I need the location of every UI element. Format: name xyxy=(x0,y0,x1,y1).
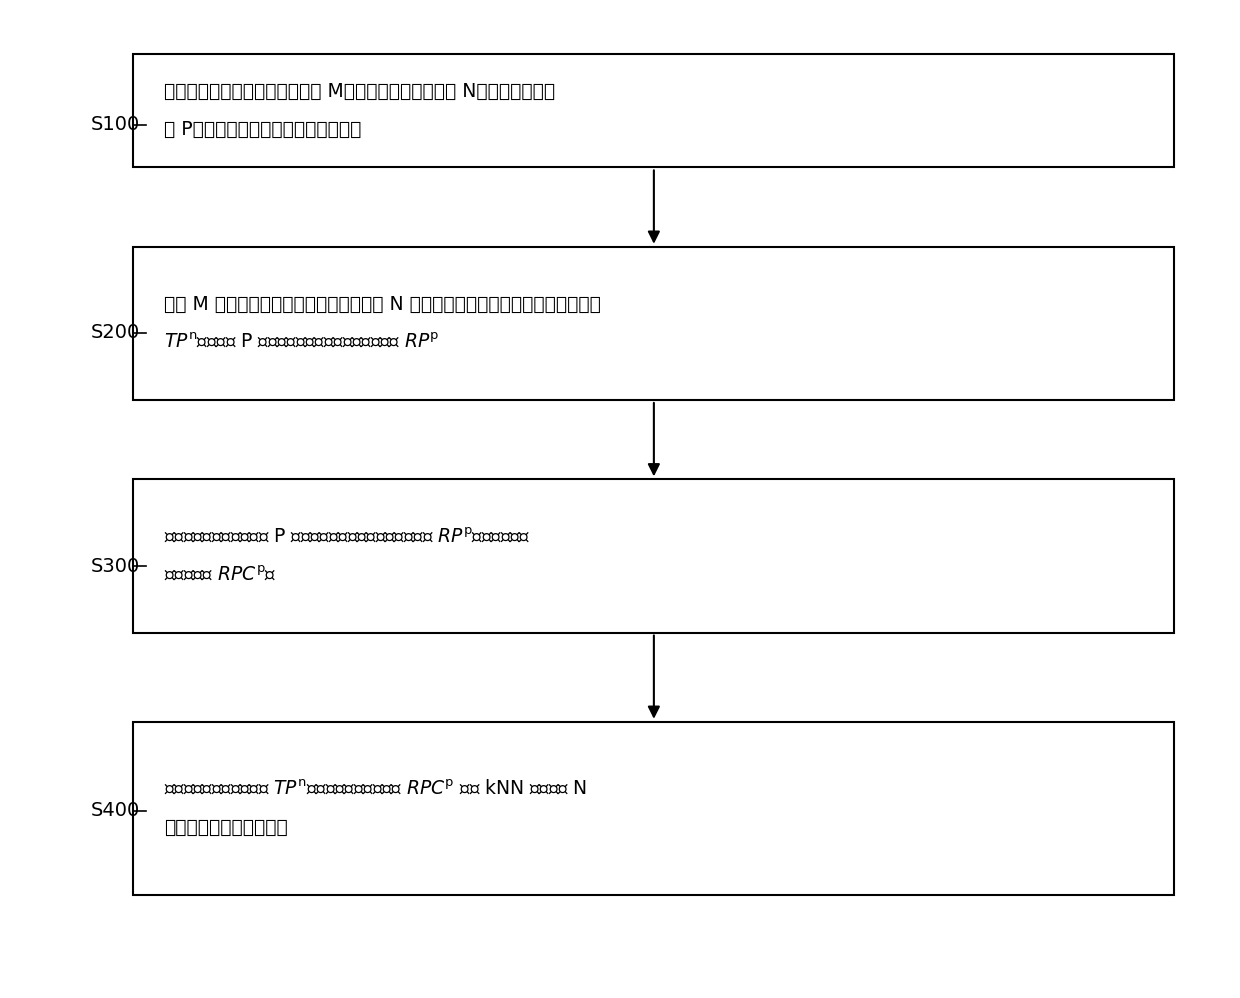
Text: S100: S100 xyxy=(91,116,140,135)
FancyBboxPatch shape xyxy=(134,479,1174,633)
Text: 系统初始化：设定阅读器的数量 M、目标定位标签的数量 N、参考标签的数: 系统初始化：设定阅读器的数量 M、目标定位标签的数量 N、参考标签的数 xyxy=(164,82,556,101)
Text: 通过相位差校正模型校正 P 个参考标签的第二相位差矢量集合 $RP^\mathrm{p}$得到第三相位: 通过相位差校正模型校正 P 个参考标签的第二相位差矢量集合 $RP^\mathr… xyxy=(164,528,531,547)
FancyBboxPatch shape xyxy=(134,247,1174,400)
FancyBboxPatch shape xyxy=(134,722,1174,895)
Text: 差矢量集合 $RPC^\mathrm{p}$；: 差矢量集合 $RPC^\mathrm{p}$； xyxy=(164,565,277,584)
Text: $TP^\mathrm{n}$和发送向 P 个参考标签的第二相位差矢量集合 $RP^\mathrm{p}$: $TP^\mathrm{n}$和发送向 P 个参考标签的第二相位差矢量集合 $R… xyxy=(164,332,440,351)
Text: 结合第一相位差矢量集合 $TP^\mathrm{n}$和第三相位差矢量集合 $RPC^\mathrm{p}$ 利用 kNN 算法得到 N: 结合第一相位差矢量集合 $TP^\mathrm{n}$和第三相位差矢量集合 $R… xyxy=(164,779,588,799)
Text: 获取 M 个阅读器在同一时间周期内发送向 N 个目标定位标签的第一相位差矢量集合: 获取 M 个阅读器在同一时间周期内发送向 N 个目标定位标签的第一相位差矢量集合 xyxy=(164,295,601,314)
Text: S300: S300 xyxy=(91,557,140,576)
Text: 个目标定位标签的坐标；: 个目标定位标签的坐标； xyxy=(164,817,288,836)
FancyBboxPatch shape xyxy=(134,54,1174,168)
Text: S200: S200 xyxy=(91,323,140,342)
Text: S400: S400 xyxy=(91,801,140,820)
Text: 量 P、阅读器的坐标和参考标签的坐标: 量 P、阅读器的坐标和参考标签的坐标 xyxy=(164,120,362,139)
